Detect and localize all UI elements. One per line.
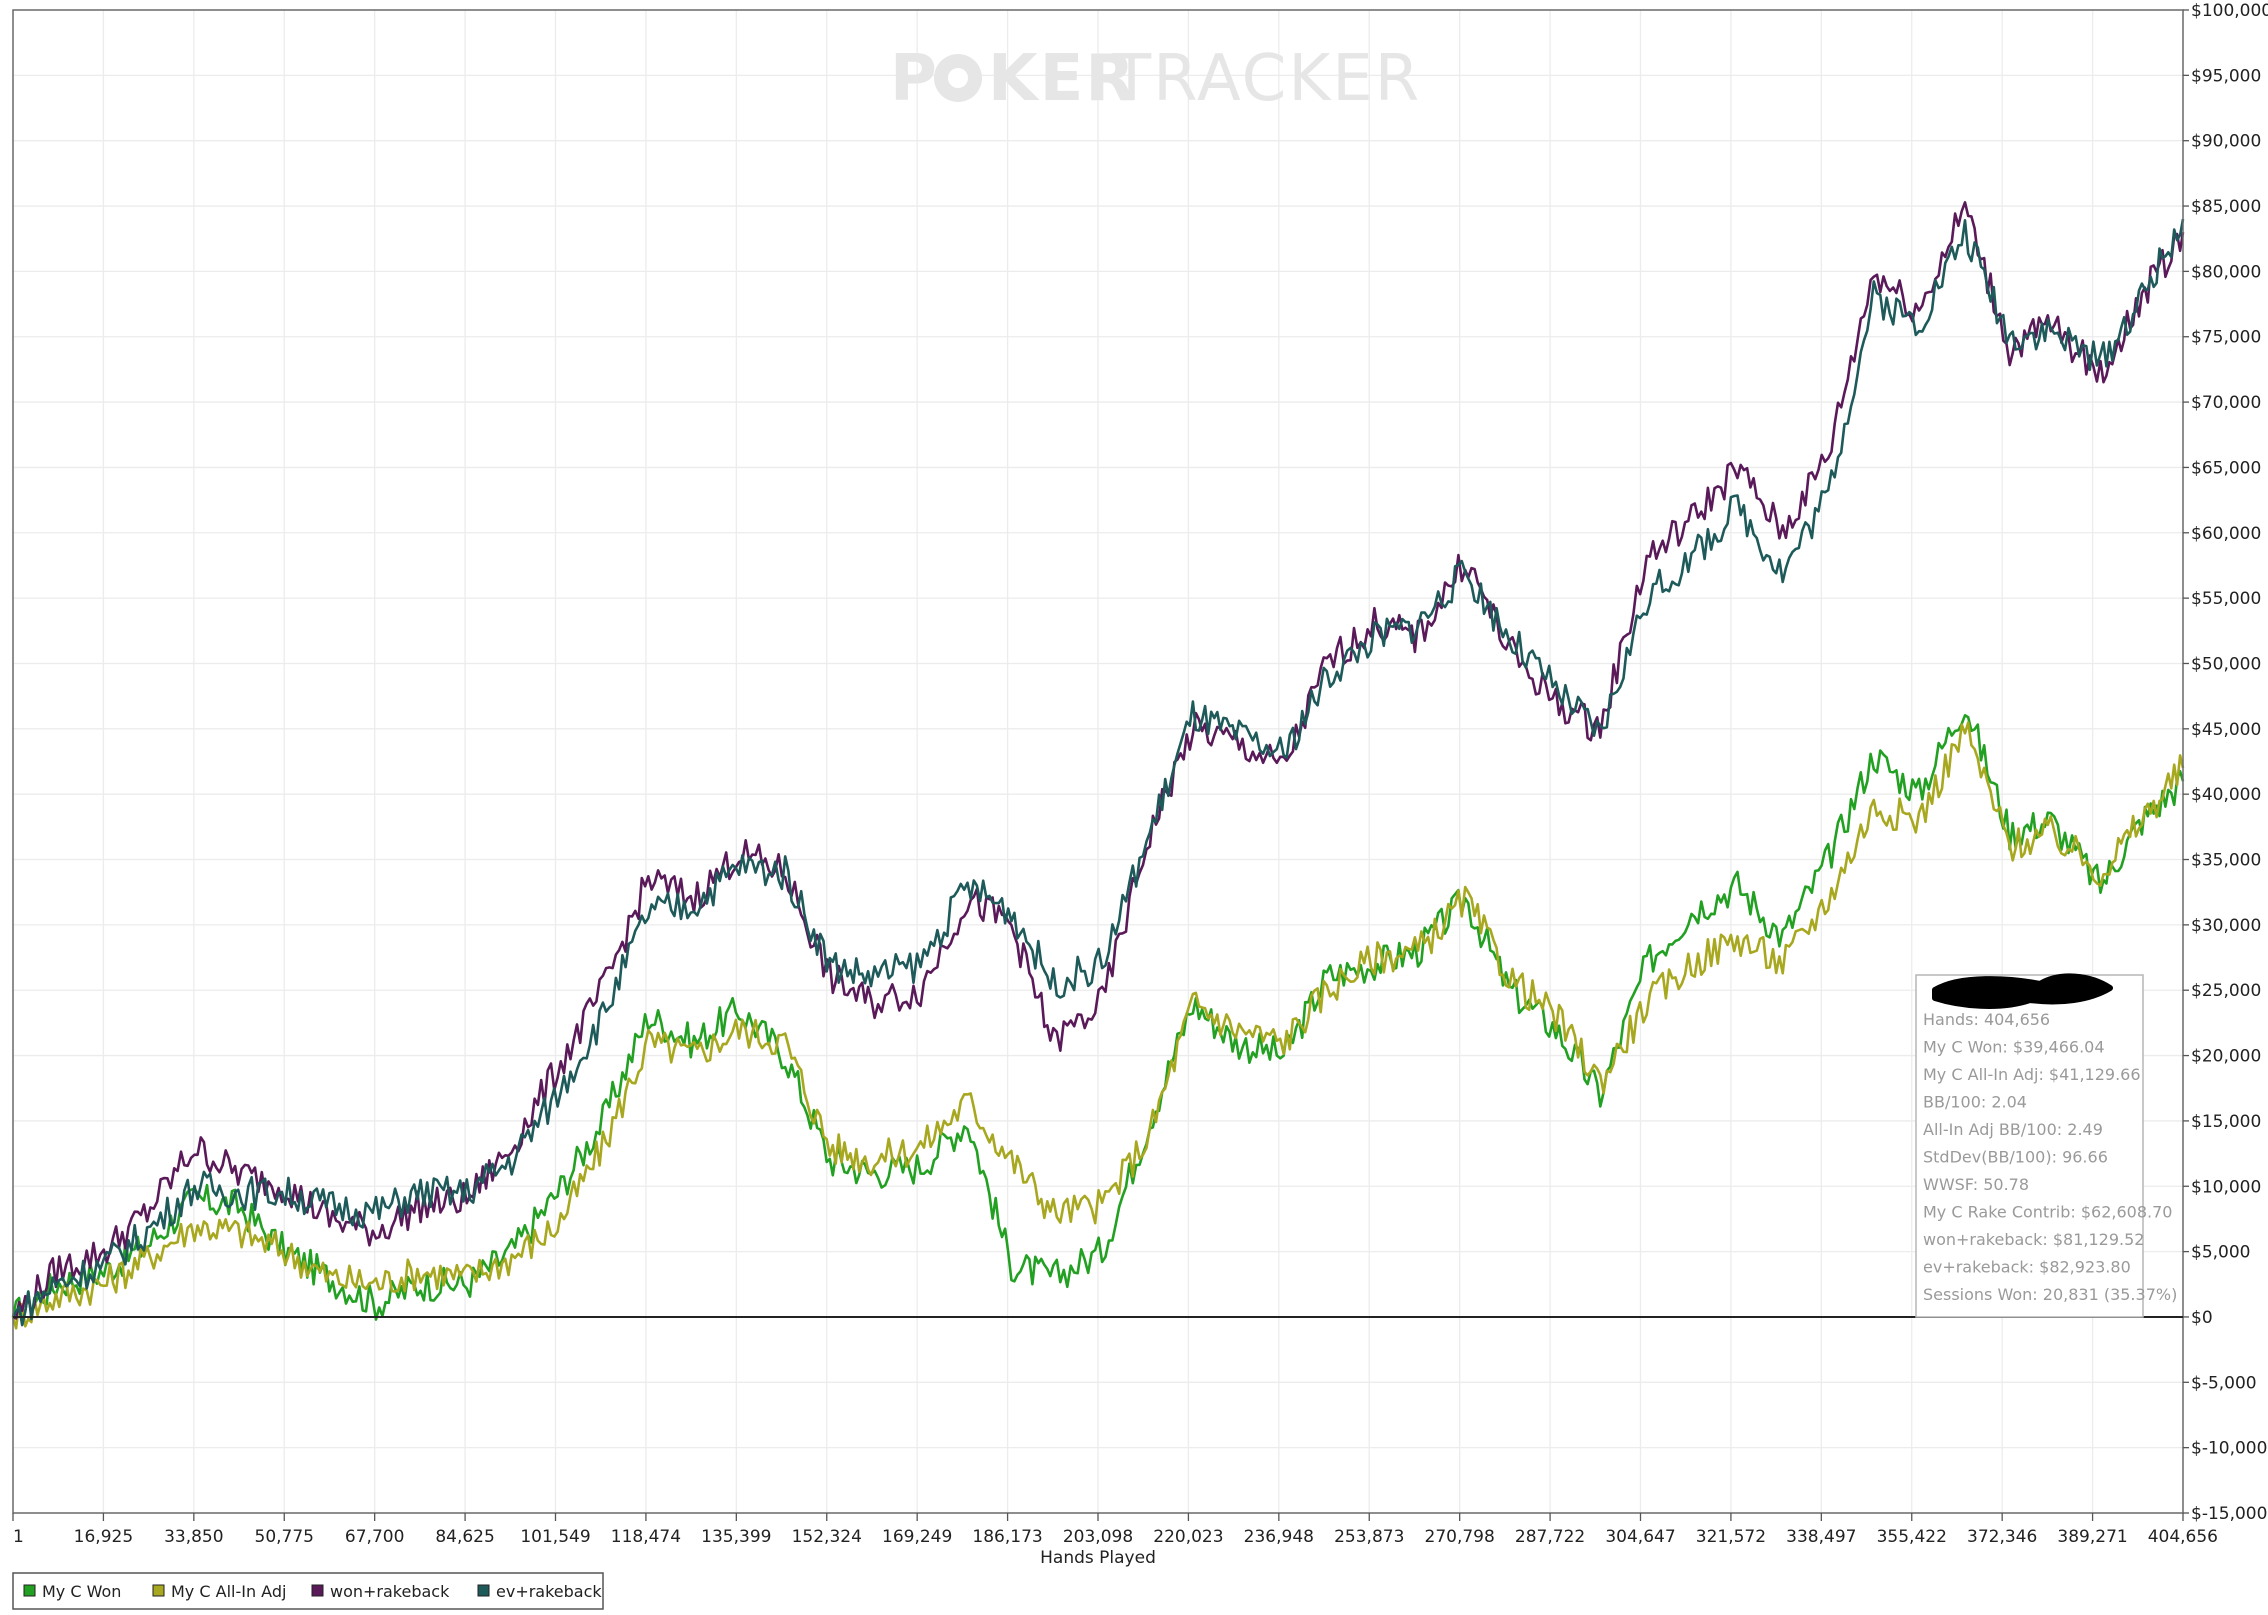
- x-tick-label: 338,497: [1786, 1527, 1856, 1547]
- y-tick-label: $-5,000: [2191, 1373, 2257, 1393]
- y-tick-label: $40,000: [2191, 785, 2261, 805]
- y-tick-label: $60,000: [2191, 524, 2261, 544]
- x-tick-label: 1: [13, 1527, 24, 1547]
- x-tick-label: 50,775: [255, 1527, 314, 1547]
- legend-swatch: [311, 1584, 324, 1597]
- x-tick-label: 169,249: [882, 1527, 952, 1547]
- redacted-scribble: [1932, 973, 2113, 1009]
- legend-label: My C All-In Adj: [171, 1582, 286, 1601]
- stats-line: Sessions Won: 20,831 (35.37%): [1923, 1285, 2177, 1304]
- series-line-won-rakeback: [12, 201, 2185, 1320]
- series-line-my-c-all-in-adj: [11, 721, 2185, 1330]
- stats-line: won+rakeback: $81,129.52: [1923, 1230, 2144, 1249]
- stats-box: Hands: 404,656 My C Won: $39,466.04 My C A…: [1915, 973, 2177, 1318]
- y-tick-label: $55,000: [2191, 589, 2261, 609]
- legend-swatch: [477, 1584, 490, 1597]
- legend-label: ev+rakeback: [496, 1582, 602, 1601]
- y-tick-label: $95,000: [2191, 66, 2261, 86]
- x-tick-label: 355,422: [1877, 1527, 1947, 1547]
- x-tick-label: 118,474: [611, 1527, 681, 1547]
- x-tick-label: 67,700: [345, 1527, 404, 1547]
- y-tick-label: $100,000: [2191, 1, 2268, 21]
- x-tick-label: 372,346: [1967, 1527, 2037, 1547]
- x-tick-label: 321,572: [1696, 1527, 1766, 1547]
- y-axis-ticks: $100,000 $95,000 $90,000 $85,000 $80,000 $75,…: [2183, 1, 2268, 1524]
- x-tick-label: 101,549: [520, 1527, 590, 1547]
- stats-line: WWSF: 50.78: [1923, 1175, 2029, 1194]
- x-tick-label: 152,324: [792, 1527, 862, 1547]
- series-line-my-c-won: [11, 714, 2185, 1326]
- y-tick-label: $10,000: [2191, 1177, 2261, 1197]
- x-tick-label: 253,873: [1334, 1527, 1404, 1547]
- stats-line: My C All-In Adj: $41,129.66: [1923, 1065, 2141, 1084]
- x-axis-ticks: 1 16,925 33,850 50,775 67,700 84,625 101,549 11…: [12, 1513, 2218, 1547]
- x-tick-label: 304,647: [1605, 1527, 1675, 1547]
- stats-line: StdDev(BB/100): 96.66: [1923, 1148, 2108, 1167]
- y-tick-label: $65,000: [2191, 458, 2261, 478]
- x-tick-label: 389,271: [2057, 1527, 2127, 1547]
- x-tick-label: 404,656: [2148, 1527, 2218, 1547]
- legend-swatch: [23, 1584, 36, 1597]
- stats-line: ev+rakeback: $82,923.80: [1923, 1258, 2131, 1277]
- x-tick-label: 135,399: [701, 1527, 771, 1547]
- pokertracker-watermark: P KER TRACKER: [890, 42, 1421, 116]
- y-tick-label: $5,000: [2191, 1243, 2250, 1263]
- watermark-letter-p: P: [890, 42, 939, 116]
- watermark-ker: KER: [988, 42, 1137, 116]
- y-tick-label: $35,000: [2191, 851, 2261, 871]
- stats-line: My C Won: $39,466.04: [1923, 1038, 2105, 1057]
- stats-lines: Hands: 404,656 My C Won: $39,466.04 My C A…: [1923, 1010, 2177, 1304]
- legend-label: My C Won: [42, 1582, 121, 1601]
- y-tick-label: $30,000: [2191, 916, 2261, 936]
- stats-line: My C Rake Contrib: $62,608.70: [1923, 1203, 2172, 1222]
- y-tick-label: $75,000: [2191, 328, 2261, 348]
- x-tick-label: 270,798: [1425, 1527, 1495, 1547]
- y-tick-label: $70,000: [2191, 393, 2261, 413]
- stats-line: BB/100: 2.04: [1923, 1093, 2027, 1112]
- x-tick-label: 16,925: [74, 1527, 133, 1547]
- y-tick-label: $45,000: [2191, 720, 2261, 740]
- legend: My C Won My C All-In Adj won+rakeback ev+ra…: [12, 1572, 604, 1610]
- x-tick-label: 33,850: [164, 1527, 223, 1547]
- legend-label: won+rakeback: [330, 1582, 450, 1601]
- y-tick-label: $0: [2191, 1308, 2213, 1328]
- y-tick-label: $85,000: [2191, 197, 2261, 217]
- x-tick-label: 84,625: [435, 1527, 494, 1547]
- watermark-tracker: TRACKER: [1111, 42, 1421, 116]
- grid: [12, 9, 2184, 1514]
- y-tick-label: $15,000: [2191, 1112, 2261, 1132]
- stats-line: All-In Adj BB/100: 2.49: [1923, 1120, 2103, 1139]
- y-tick-label: $90,000: [2191, 132, 2261, 152]
- x-axis-title: Hands Played: [1040, 1548, 1156, 1568]
- y-tick-label: $-15,000: [2191, 1504, 2267, 1524]
- legend-swatch: [152, 1584, 165, 1597]
- y-tick-label: $20,000: [2191, 1047, 2261, 1067]
- y-tick-label: $80,000: [2191, 262, 2261, 282]
- y-tick-label: $-10,000: [2191, 1439, 2267, 1459]
- x-tick-label: 287,722: [1515, 1527, 1585, 1547]
- x-tick-label: 186,173: [972, 1527, 1042, 1547]
- x-tick-label: 203,098: [1063, 1527, 1133, 1547]
- stats-line: Hands: 404,656: [1923, 1010, 2050, 1029]
- y-tick-label: $50,000: [2191, 654, 2261, 674]
- y-tick-label: $25,000: [2191, 981, 2261, 1001]
- series-line-ev-rakeback: [11, 218, 2185, 1327]
- x-tick-label: 236,948: [1244, 1527, 1314, 1547]
- series-lines: [11, 201, 2185, 1330]
- x-tick-label: 220,023: [1153, 1527, 1223, 1547]
